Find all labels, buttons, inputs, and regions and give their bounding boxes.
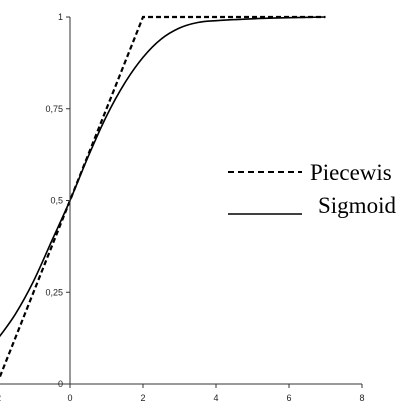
y-tick-label: 0,5 xyxy=(50,196,63,206)
series-sigmoid-line xyxy=(0,16,326,338)
legend: Piecewis Sigmoid xyxy=(228,160,396,218)
legend-label-sigmoid: Sigmoid xyxy=(318,193,396,218)
plot-area xyxy=(0,15,326,380)
x-tick-label: 0 xyxy=(67,393,72,403)
x-tick-label: 6 xyxy=(286,393,291,403)
y-tick-label: 0,75 xyxy=(45,104,63,114)
series-piecewise-line xyxy=(0,15,326,380)
x-tick-label: 8 xyxy=(359,393,364,403)
legend-label-piecewise: Piecewis xyxy=(310,160,392,185)
x-axis: -2 0 2 4 6 8 xyxy=(0,383,365,403)
x-tick-label: 2 xyxy=(140,393,145,403)
y-tick-label: 0 xyxy=(58,379,63,389)
y-axis: 0 0,25 0,5 0,75 1 xyxy=(45,12,71,389)
x-tick-label: 4 xyxy=(213,393,218,403)
x-tick-label: -2 xyxy=(0,393,1,403)
y-tick-label: 1 xyxy=(58,12,63,22)
y-tick-label: 0,25 xyxy=(45,287,63,297)
